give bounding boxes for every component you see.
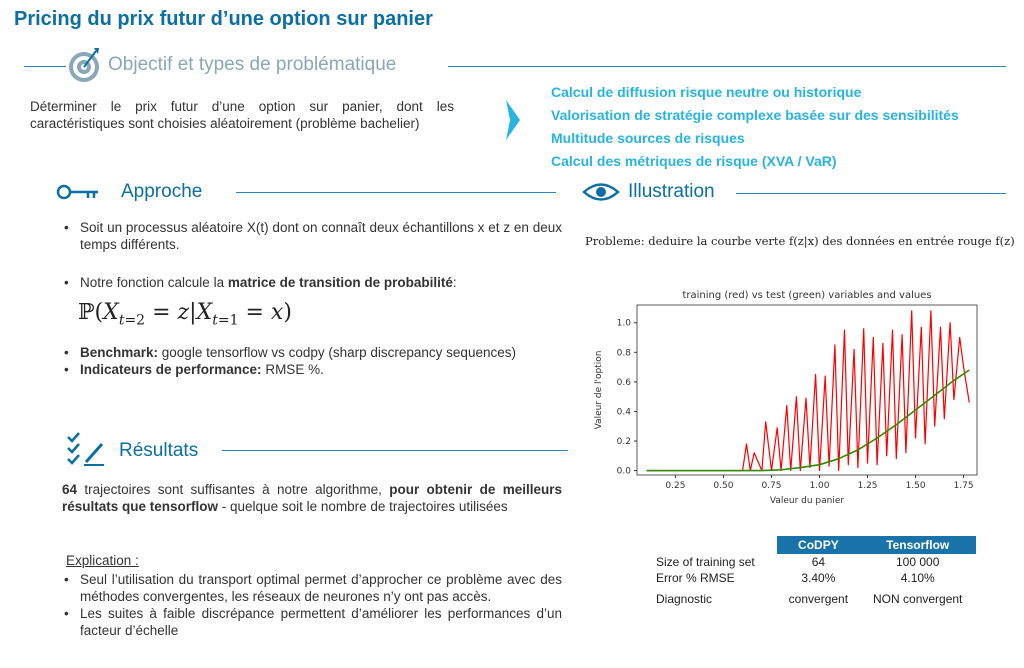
table-cell: 64 xyxy=(811,555,826,569)
y-tick-label: 0.4 xyxy=(617,407,632,417)
explication-label: Explication : xyxy=(66,553,139,568)
table-cell: NON convergent xyxy=(873,592,963,606)
y-tick-label: 1.0 xyxy=(617,319,632,329)
objective-text: Déterminer le prix futur d’une option su… xyxy=(30,99,454,131)
x-tick-label: 0.75 xyxy=(761,481,781,491)
illustration-line xyxy=(736,193,1006,194)
x-axis-label: Valeur du panier xyxy=(770,496,845,506)
chevron-right-icon xyxy=(506,100,520,145)
series-line-training xyxy=(646,310,970,472)
chart-title: training (red) vs test (green) variables… xyxy=(682,290,931,301)
table-cell: 100 000 xyxy=(896,555,940,569)
illustration-heading: Illustration xyxy=(628,181,715,202)
objective-points: Calcul de diffusion risque neutre ou his… xyxy=(551,81,959,173)
table-cell: 4.10% xyxy=(900,571,935,585)
bench-label: Benchmark: xyxy=(80,345,159,360)
resultats-heading: Résultats xyxy=(119,440,199,461)
x-tick-label: 1.50 xyxy=(906,481,926,491)
target-icon xyxy=(66,46,102,84)
table-row: Diagnostic convergent NON convergent xyxy=(650,586,976,607)
approche-heading: Approche xyxy=(121,181,203,202)
objective-heading: Objectif et types de problématique xyxy=(108,54,397,75)
checklist-icon xyxy=(66,432,106,471)
plot-area xyxy=(636,304,978,476)
resultats-text: trajectoires sont suffisantes à notre al… xyxy=(77,482,390,497)
table-cell: Size of training set xyxy=(656,555,755,569)
approche-bullet: Soit un processus aléatoire X(t) dont on… xyxy=(62,219,562,253)
x-tick-label: 0.50 xyxy=(713,481,733,491)
objective-line-right xyxy=(448,66,1006,67)
approche-bullet: Benchmark: google tensorflow vs codpy (s… xyxy=(62,344,522,361)
eye-icon xyxy=(582,181,620,208)
table-cell: Diagnostic xyxy=(656,592,713,606)
x-tick-label: 1.25 xyxy=(857,481,877,491)
trajectories-count: 64 xyxy=(62,482,78,497)
objective-line-left xyxy=(24,66,66,67)
table-header-codpy: CoDPY xyxy=(777,536,860,554)
table-row: Error % RMSE 3.40% 4.10% xyxy=(650,570,976,586)
table-header-empty xyxy=(650,536,778,554)
explication-item: Les suites à faible discrépance permette… xyxy=(62,605,562,639)
y-tick-label: 0.6 xyxy=(617,378,632,388)
series-line-test xyxy=(646,369,970,472)
table-row: Size of training set 64 100 000 xyxy=(650,554,976,570)
chart: training (red) vs test (green) variables… xyxy=(594,290,978,506)
resultats-line xyxy=(222,450,568,451)
objective-point: Calcul des métriques de risque (XVA / Va… xyxy=(551,153,837,169)
x-tick-label: 1.75 xyxy=(954,481,974,491)
approche-line xyxy=(236,192,556,193)
explication-list: Seul l’utilisation du transport optimal … xyxy=(62,571,562,639)
y-tick-label: 0.0 xyxy=(617,467,632,477)
approche-list-2: Notre fonction calcule la matrice de tra… xyxy=(62,274,562,291)
x-tick-label: 1.00 xyxy=(809,481,829,491)
bullet-bold: matrice de transition de probabilité xyxy=(227,275,453,290)
approche-list: Soit un processus aléatoire X(t) dont on… xyxy=(62,219,562,253)
results-table: CoDPY Tensorflow Size of training set 64… xyxy=(650,536,976,607)
resultats-text: - quelque soit le nombre de trajectoires… xyxy=(218,499,508,514)
resultats-bold: pour obtenir de meilleurs résultats que … xyxy=(62,482,562,514)
bench-text: google tensorflow vs codpy (sharp discre… xyxy=(158,345,516,360)
table-header-tensorflow: Tensorflow xyxy=(859,536,976,554)
table-cell: convergent xyxy=(788,592,849,606)
table-cell: Error % RMSE xyxy=(656,571,735,585)
illustration-caption: Probleme: deduire la courbe verte f(z|x)… xyxy=(585,234,1015,248)
explication-item: Seul l’utilisation du transport optimal … xyxy=(62,571,562,605)
page-title: Pricing du prix futur d’une option sur p… xyxy=(14,8,433,30)
key-icon xyxy=(56,183,100,206)
approche-bullet: Indicateurs de performance: RMSE %. xyxy=(62,361,522,378)
objective-point: Multitude sources de risques xyxy=(551,130,745,146)
table-cell: 3.40% xyxy=(801,571,836,585)
bullet-text: : xyxy=(452,275,457,290)
y-tick-label: 0.2 xyxy=(617,437,631,447)
perf-label: Indicateurs de performance: xyxy=(80,362,262,377)
resultats-paragraph: 64 trajectoires sont suffisantes à notre… xyxy=(62,481,562,515)
approche-bullet: Notre fonction calcule la matrice de tra… xyxy=(62,274,562,291)
perf-text: RMSE %. xyxy=(261,362,324,377)
bullet-text: Notre fonction calcule la xyxy=(80,275,228,290)
probability-formula: ℙ(Xt=2 = z|Xt=1 = x) xyxy=(78,300,292,329)
objective-point: Calcul de diffusion risque neutre ou his… xyxy=(551,84,862,100)
y-axis-label: Valeur de l'option xyxy=(594,351,604,430)
y-tick-label: 0.8 xyxy=(617,348,632,358)
approche-list-3: Benchmark: google tensorflow vs codpy (s… xyxy=(62,344,522,378)
x-tick-label: 0.25 xyxy=(665,481,685,491)
objective-point: Valorisation de stratégie complexe basée… xyxy=(551,107,959,123)
